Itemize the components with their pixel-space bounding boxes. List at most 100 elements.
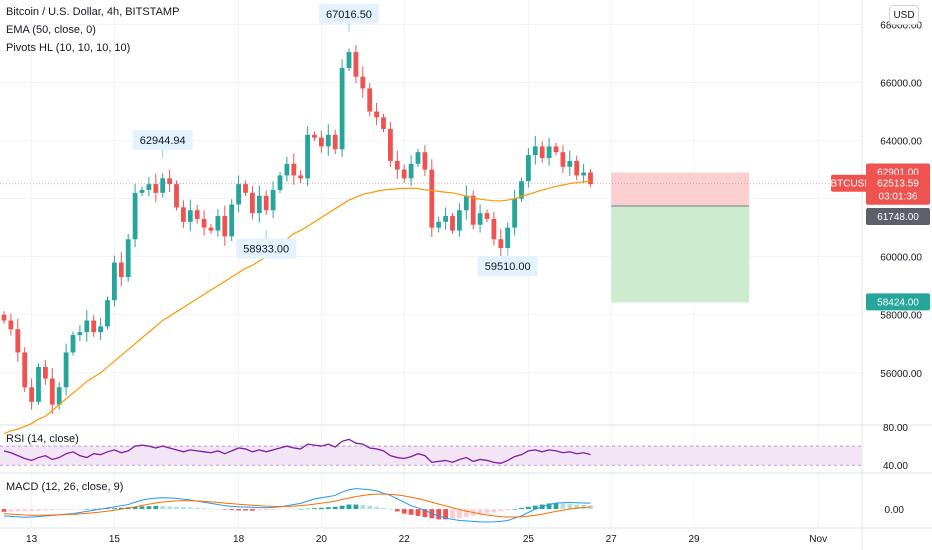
time-axis[interactable]: 13 15 18 20 22 25 27 29 Nov xyxy=(26,534,827,545)
pivot-box xyxy=(236,238,297,259)
macd-line xyxy=(3,488,591,523)
macd-histogram-bar xyxy=(408,509,414,515)
candle-body xyxy=(112,262,117,301)
candle-body xyxy=(588,172,593,185)
macd-histogram-bar xyxy=(36,509,41,511)
candle-body xyxy=(222,216,228,237)
currency-button[interactable]: USD xyxy=(889,5,919,25)
macd-histogram-bar xyxy=(270,509,276,510)
candle-body xyxy=(250,192,255,214)
pivots-legend: Pivots HL (10, 10, 10, 10) xyxy=(6,42,131,54)
macd-pane[interactable] xyxy=(1,488,593,523)
macd-histogram-bar xyxy=(367,505,373,510)
pivot-labels: 62944.94 58933.00 67016.50 59510.00 xyxy=(132,3,538,276)
candle-body xyxy=(491,218,497,240)
candle-body xyxy=(22,352,28,388)
candle-body xyxy=(546,146,552,159)
macd-histogram-bar xyxy=(498,509,504,512)
price-tags: 62901.00 BTCUSD 62513.59 03:01:36 61748.00 58… xyxy=(830,163,930,311)
candle-body xyxy=(63,352,69,388)
candle-body xyxy=(153,184,159,193)
candle-body xyxy=(422,152,428,170)
macd-histogram-bar xyxy=(284,509,290,510)
macd-histogram-bar xyxy=(422,509,428,518)
macd-histogram-bar xyxy=(153,505,159,510)
macd-histogram-bar xyxy=(181,506,186,510)
macd-histogram-bar xyxy=(167,506,172,510)
macd-legend: MACD (12, 26, close, 9) xyxy=(6,481,124,493)
macd-histogram-bar xyxy=(146,506,152,510)
candle-body xyxy=(560,152,566,167)
macd-histogram-bar xyxy=(243,509,248,511)
price-axis-label: 58000.00 xyxy=(880,311,922,322)
candle-body xyxy=(374,111,379,118)
time-axis-label: 20 xyxy=(316,534,328,545)
time-axis-label: 15 xyxy=(109,534,121,545)
candle-body xyxy=(581,172,586,176)
macd-histogram-bar xyxy=(256,509,262,511)
macd-histogram-bar xyxy=(567,504,573,510)
candle-body xyxy=(388,128,393,161)
rsi-pane[interactable] xyxy=(0,438,862,466)
macd-histogram-bar xyxy=(118,507,124,510)
candle-body xyxy=(429,169,435,228)
price-axis-label: 56000.00 xyxy=(880,369,922,380)
candle-body xyxy=(29,387,34,402)
macd-histogram-bar xyxy=(298,509,304,510)
macd-histogram-bar xyxy=(277,509,283,510)
macd-histogram-bar xyxy=(526,506,531,510)
candle-body xyxy=(381,117,386,129)
candle-body xyxy=(1,314,7,321)
macd-histogram-bar xyxy=(360,505,366,510)
candle-body xyxy=(360,76,366,89)
macd-histogram-bar xyxy=(484,509,490,514)
ema-legend: EMA (50, close, 0) xyxy=(6,24,96,36)
target-zone xyxy=(611,205,750,303)
macd-histogram-bar xyxy=(201,508,207,510)
macd-histogram-bar xyxy=(236,509,241,511)
candle-body xyxy=(498,239,504,248)
candle-body xyxy=(77,332,83,336)
time-axis-label: 22 xyxy=(399,534,411,545)
candle-body xyxy=(484,213,490,219)
candle-body xyxy=(181,207,186,222)
candle-body xyxy=(70,335,76,353)
candle-body xyxy=(270,189,276,211)
price-axis-label: 64000.00 xyxy=(880,137,922,148)
symbol-label: BTCUSD xyxy=(830,179,871,190)
candle-body xyxy=(91,320,97,333)
price-pane[interactable] xyxy=(1,45,593,435)
candle-body xyxy=(43,366,48,379)
pivot-box xyxy=(132,130,193,151)
macd-histogram-bar xyxy=(394,509,400,512)
macd-histogram-bar xyxy=(450,509,455,519)
macd-histogram-bar xyxy=(388,509,393,510)
candle-body xyxy=(367,88,373,112)
candle-body xyxy=(84,320,90,333)
rsi-line xyxy=(3,438,591,464)
candle-body xyxy=(118,262,124,277)
macd-histogram-bar xyxy=(8,509,14,512)
macd-histogram-bar xyxy=(194,507,200,510)
time-axis-label: Nov xyxy=(809,534,827,545)
macd-histogram-bar xyxy=(222,509,228,510)
macd-histogram-bar xyxy=(291,509,297,510)
candle-body xyxy=(519,181,524,199)
price-axis-label: 68000.00 xyxy=(880,21,922,32)
candle-body xyxy=(339,68,345,150)
candle-body xyxy=(132,192,138,240)
macd-histogram-bar xyxy=(319,507,324,510)
last-price-label: 62513.59 xyxy=(877,179,919,190)
symbol-tag xyxy=(831,174,871,192)
price-axis[interactable]: 56000.0058000.0060000.0062000.0064000.00… xyxy=(880,21,922,517)
candle-body xyxy=(125,239,131,277)
macd-histogram-bar xyxy=(105,508,110,510)
candle-body xyxy=(477,213,483,225)
macd-histogram-bar xyxy=(374,506,379,510)
pivot-box xyxy=(477,255,538,276)
macd-histogram-bar xyxy=(312,508,317,510)
position-tool[interactable] xyxy=(0,172,862,303)
candle-body xyxy=(567,160,573,167)
